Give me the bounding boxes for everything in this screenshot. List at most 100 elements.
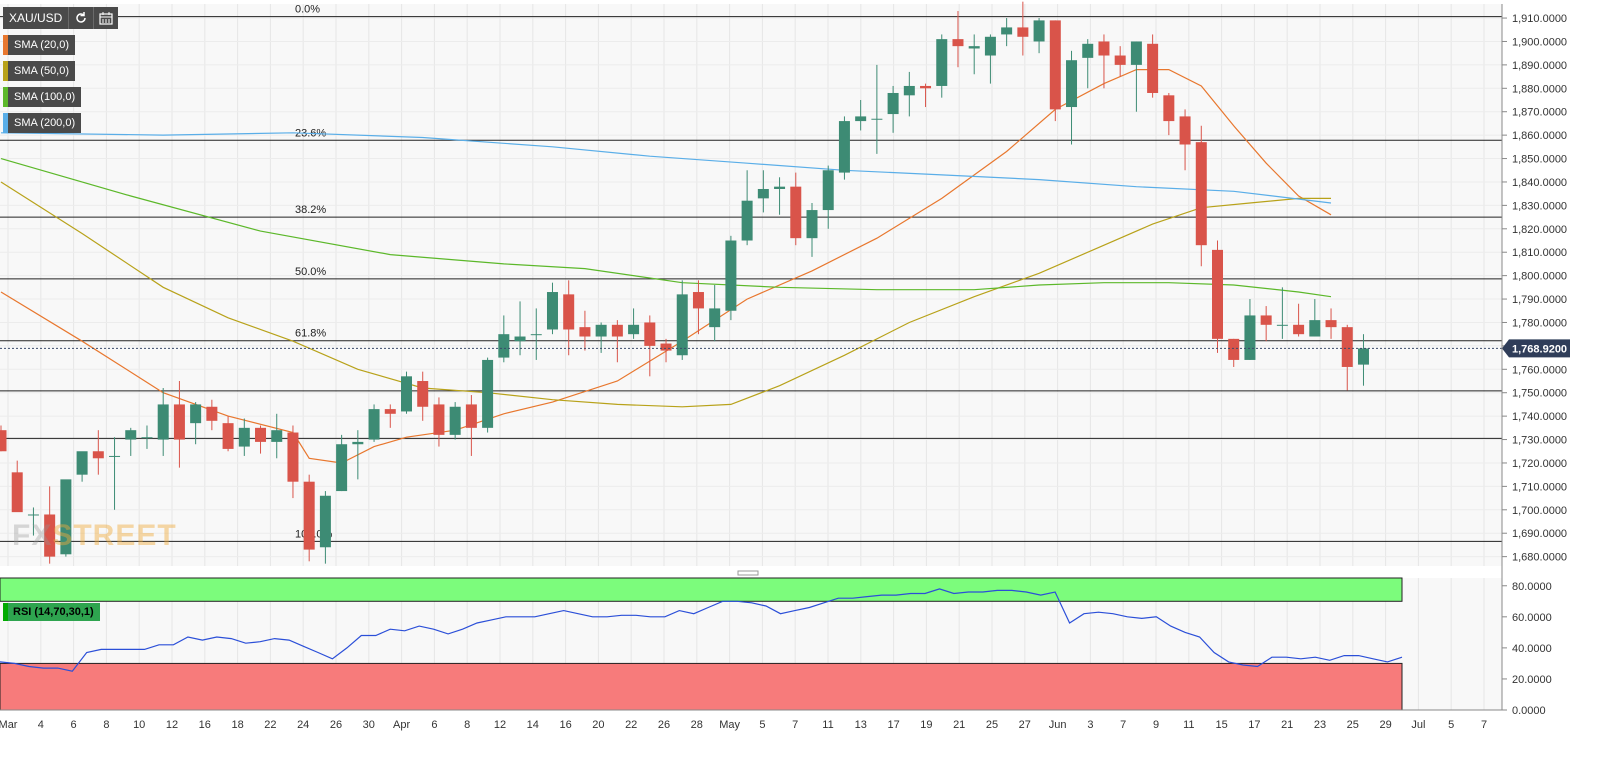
candle-body (1260, 315, 1272, 325)
x-tick-label: 10 (133, 719, 145, 731)
x-tick-label: 6 (71, 719, 77, 731)
rsi-y-tick-label: 20.0000 (1512, 674, 1552, 686)
x-tick-label: 27 (1019, 719, 1031, 731)
candle-body (417, 381, 429, 407)
rsi-y-tick-label: 0.0000 (1512, 705, 1546, 717)
price-plot-area (0, 4, 1502, 566)
x-tick-label: 11 (822, 719, 833, 731)
candle-body (563, 294, 575, 330)
rsi-label-text: RSI (14,70,30,1) (13, 606, 94, 618)
candle-body (1017, 27, 1029, 37)
candle-body (11, 472, 23, 513)
symbol-label[interactable]: XAU/USD (3, 7, 69, 29)
candle-body (255, 427, 267, 442)
rsi-indicator-label[interactable]: RSI (14,70,30,1) (3, 603, 100, 621)
indicator-sma100[interactable]: SMA (100,0) (3, 87, 82, 107)
candle-body (774, 186, 786, 189)
x-tick-label: 29 (1379, 719, 1391, 731)
x-tick-label: 22 (625, 719, 637, 731)
x-tick-label: 18 (231, 719, 243, 731)
pane-separator (0, 566, 1502, 578)
y-tick-label: 1,910.0000 (1512, 13, 1567, 25)
candle-body (855, 116, 867, 122)
y-tick-label: 1,730.0000 (1512, 435, 1567, 447)
candle-body (109, 455, 121, 457)
candle-body (628, 324, 640, 335)
candle-body (498, 334, 510, 358)
sma-line-3 (0, 132, 1332, 204)
x-tick-label: 12 (494, 719, 506, 731)
candle-body (319, 495, 331, 548)
x-tick-label: 30 (363, 719, 375, 731)
x-tick-label: Apr (393, 719, 410, 731)
rsi-line (0, 588, 1403, 672)
x-tick-label: 21 (1281, 719, 1293, 731)
candle-body (27, 514, 39, 516)
x-tick-label: 8 (103, 719, 109, 731)
y-tick-label: 1,780.0000 (1512, 317, 1567, 329)
y-tick-label: 1,900.0000 (1512, 36, 1567, 48)
y-tick-label: 1,810.0000 (1512, 247, 1567, 259)
sma200-swatch (3, 113, 8, 133)
candle-body (44, 514, 56, 557)
x-tick-label: Jul (1411, 719, 1425, 731)
candle-body (238, 427, 250, 447)
candle-body (936, 39, 948, 86)
y-tick-label: 1,860.0000 (1512, 130, 1567, 142)
y-tick-label: 1,690.0000 (1512, 528, 1567, 540)
calendar-icon[interactable] (93, 7, 119, 29)
candle-body (1098, 41, 1110, 56)
indicator-sma200[interactable]: SMA (200,0) (3, 113, 82, 133)
x-tick-label: 5 (759, 719, 765, 731)
y-tick-label: 1,700.0000 (1512, 505, 1567, 517)
current-price-tag (1502, 339, 1570, 358)
candle-body (692, 292, 704, 309)
x-tick-label: 16 (559, 719, 571, 731)
candle-body (190, 404, 202, 424)
x-tick-label: 6 (431, 719, 437, 731)
candle-body (1357, 348, 1369, 365)
y-tick-label: 1,840.0000 (1512, 177, 1567, 189)
candle-body (303, 481, 315, 550)
candle-body (741, 200, 753, 241)
candle-body (952, 39, 964, 47)
candle-body (1179, 116, 1191, 145)
candle-body (1163, 95, 1175, 122)
x-tick-label: May (719, 719, 740, 731)
y-tick-label: 1,750.0000 (1512, 388, 1567, 400)
candle-body (465, 404, 477, 428)
candle-body (1276, 324, 1288, 326)
y-tick-label: 1,830.0000 (1512, 200, 1567, 212)
pane-resize-handle[interactable] (737, 570, 759, 576)
candle-body (579, 327, 591, 337)
x-tick-label: 13 (855, 719, 867, 731)
y-tick-label: 1,680.0000 (1512, 552, 1567, 564)
candle-body (968, 46, 980, 49)
candle-body (1212, 249, 1223, 339)
x-tick-label: 24 (297, 719, 309, 731)
fibonacci-label: 50.0% (295, 266, 326, 278)
candle-body (449, 406, 461, 435)
candle-body (1309, 320, 1321, 337)
candle-body (806, 210, 818, 239)
x-tick-label: 25 (986, 719, 998, 731)
candle-body (660, 343, 672, 351)
candle-body (757, 188, 769, 199)
x-tick-label: 12 (166, 719, 178, 731)
indicator-sma50[interactable]: SMA (50,0) (3, 61, 76, 81)
refresh-icon[interactable] (68, 7, 94, 29)
x-tick-label: 3 (1087, 719, 1093, 731)
x-tick-label: 8 (464, 719, 470, 731)
x-tick-label: 16 (199, 719, 211, 731)
candle-body (1195, 142, 1207, 246)
candle-body (92, 451, 104, 459)
sma50-label: SMA (50,0) (14, 65, 70, 77)
candle-body (903, 85, 915, 96)
x-tick-label: 20 (592, 719, 604, 731)
x-tick-label: 11 (1183, 719, 1194, 731)
indicator-sma20[interactable]: SMA (20,0) (3, 35, 76, 55)
candle-body (644, 322, 656, 346)
sma20-swatch (3, 35, 8, 55)
candle-body (1130, 41, 1142, 65)
